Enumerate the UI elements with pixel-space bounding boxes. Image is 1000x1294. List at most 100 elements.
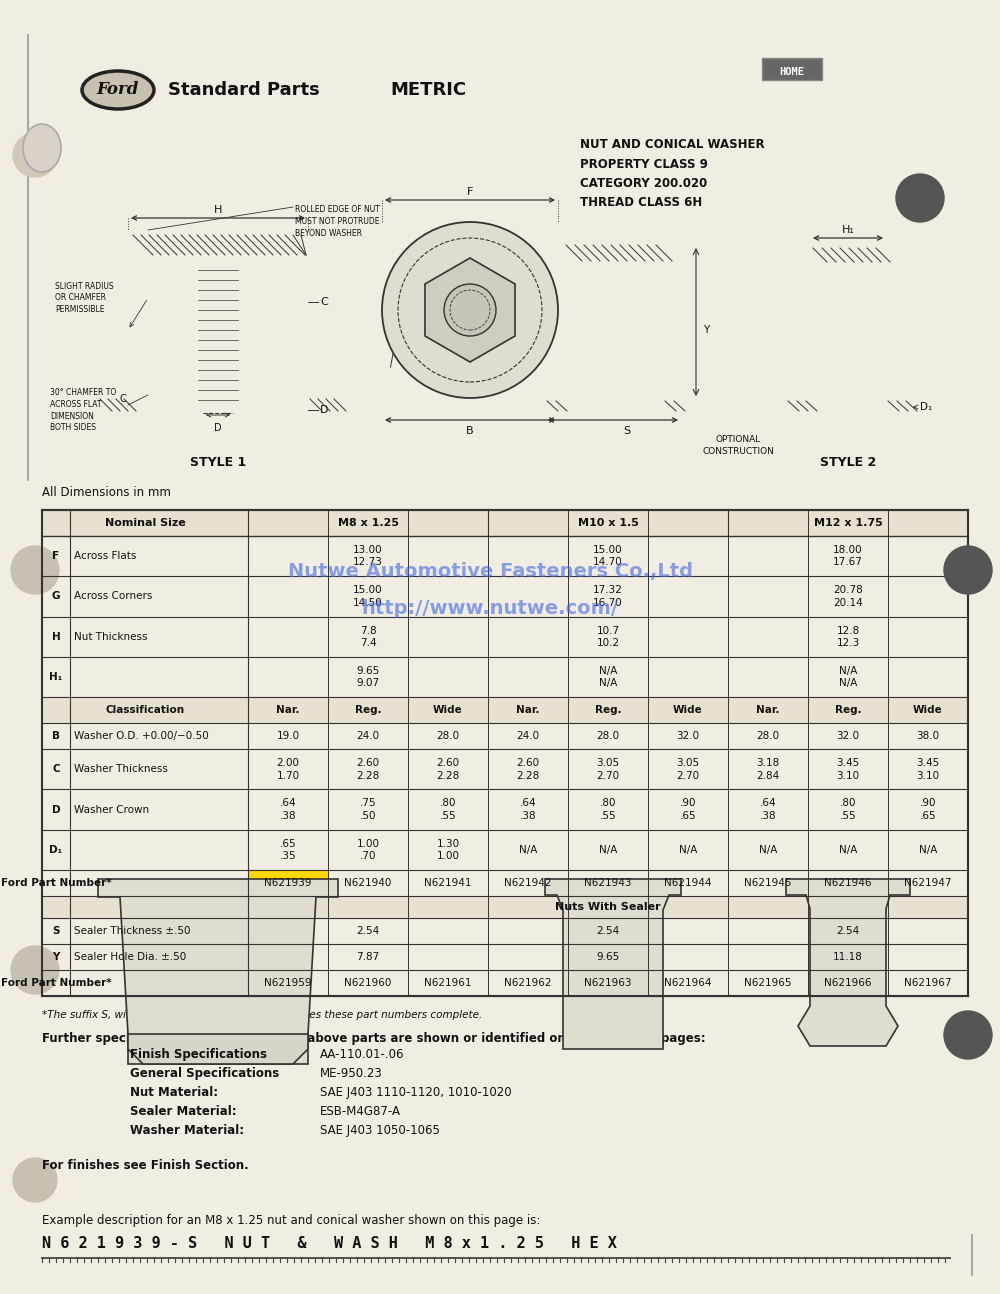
Text: N 6 2 1 9 3 9 - S   N U T   &   W A S H   M 8 x 1 . 2 5   H E X: N 6 2 1 9 3 9 - S N U T & W A S H M 8 x … [42,1236,617,1251]
Text: STYLE 2: STYLE 2 [820,455,876,468]
Ellipse shape [23,124,61,172]
Text: Wide: Wide [433,705,463,716]
Text: D₁: D₁ [49,845,63,855]
Text: Example description for an M8 x 1.25 nut and conical washer shown on this page i: Example description for an M8 x 1.25 nut… [42,1214,540,1227]
Text: Reg.: Reg. [355,705,381,716]
Text: .90
.65: .90 .65 [920,798,936,820]
Text: Across Flats: Across Flats [74,551,136,562]
Text: Sealer Hole Dia. ±.50: Sealer Hole Dia. ±.50 [74,952,186,963]
Text: 17.32
16.70: 17.32 16.70 [593,585,623,608]
Text: NUT AND CONICAL WASHER
PROPERTY CLASS 9
CATEGORY 200.020
THREAD CLASS 6H: NUT AND CONICAL WASHER PROPERTY CLASS 9 … [580,138,765,210]
Text: Wide: Wide [673,705,703,716]
Circle shape [382,223,558,399]
Text: 32.0: 32.0 [676,731,700,741]
Text: HOME: HOME [780,67,804,78]
Text: ESB-M4G87-A: ESB-M4G87-A [320,1105,401,1118]
Polygon shape [545,879,681,1049]
Text: Ford Part Number*: Ford Part Number* [1,978,111,989]
Text: N/A: N/A [839,845,857,855]
Text: N/A: N/A [759,845,777,855]
Circle shape [11,946,59,994]
Text: SAE J403 1110-1120, 1010-1020: SAE J403 1110-1120, 1010-1020 [320,1086,512,1099]
Text: 18.00
17.67: 18.00 17.67 [833,545,863,567]
Text: H₁: H₁ [49,672,63,682]
Text: Nar.: Nar. [756,705,780,716]
Text: 7.8
7.4: 7.8 7.4 [360,625,376,648]
Text: 2.54: 2.54 [356,927,380,936]
Text: 28.0: 28.0 [756,731,780,741]
Text: Y: Y [703,325,709,335]
Text: 15.00
14.70: 15.00 14.70 [593,545,623,567]
Text: N621962: N621962 [504,978,552,989]
Text: 3.05
2.70: 3.05 2.70 [676,758,700,780]
Text: 19.0: 19.0 [276,731,300,741]
Text: N621947: N621947 [904,879,952,888]
Circle shape [944,546,992,594]
Text: AA-110.01-.06: AA-110.01-.06 [320,1048,404,1061]
Text: S: S [52,927,60,936]
Text: B: B [466,426,474,436]
Text: Washer Crown: Washer Crown [74,805,149,815]
Text: Ford: Ford [97,82,139,98]
Text: Sealer Thickness ±.50: Sealer Thickness ±.50 [74,927,190,936]
Text: N/A
N/A: N/A N/A [839,666,857,688]
Text: Reg.: Reg. [595,705,621,716]
Text: C: C [119,393,126,404]
Text: Nut Thickness: Nut Thickness [74,631,148,642]
FancyBboxPatch shape [42,897,968,919]
Text: 2.60
2.28: 2.60 2.28 [516,758,540,780]
Text: General Specifications: General Specifications [130,1066,279,1079]
Text: N/A: N/A [679,845,697,855]
Circle shape [13,133,57,177]
Text: 9.65
9.07: 9.65 9.07 [356,666,380,688]
Text: M12 x 1.75: M12 x 1.75 [814,518,882,528]
Text: Further specifications applicable to the above parts are shown or identified on : Further specifications applicable to the… [42,1033,706,1046]
Text: .80
.55: .80 .55 [840,798,856,820]
Text: Nut Material:: Nut Material: [130,1086,218,1099]
Text: 2.60
2.28: 2.60 2.28 [356,758,380,780]
Text: 15.00
14.50: 15.00 14.50 [353,585,383,608]
Text: Across Corners: Across Corners [74,591,152,602]
Circle shape [11,546,59,594]
Text: N621960: N621960 [344,978,392,989]
Text: 3.05
2.70: 3.05 2.70 [596,758,620,780]
Text: METRIC: METRIC [390,82,466,100]
Text: Nuts With Sealer: Nuts With Sealer [555,902,661,912]
Text: Reg.: Reg. [835,705,861,716]
Circle shape [944,1011,992,1058]
Text: *The suffix S, with or without a finish numeral, makes these part numbers comple: *The suffix S, with or without a finish … [42,1011,482,1020]
Text: N621967: N621967 [904,978,952,989]
Text: Y: Y [52,952,60,963]
Text: 32.0: 32.0 [836,731,860,741]
Text: H: H [214,204,222,215]
Circle shape [13,1158,57,1202]
Text: OPTIONAL
CONSTRUCTION: OPTIONAL CONSTRUCTION [702,435,774,455]
Text: Washer Material:: Washer Material: [130,1123,244,1136]
Text: N621963: N621963 [584,978,632,989]
Text: N621961: N621961 [424,978,472,989]
Text: 12.8
12.3: 12.8 12.3 [836,625,860,648]
Text: 7.87: 7.87 [356,952,380,963]
Text: 2.60
2.28: 2.60 2.28 [436,758,460,780]
Text: D: D [52,805,60,815]
Text: N621964: N621964 [664,978,712,989]
Text: N/A: N/A [599,845,617,855]
Text: Nominal Size: Nominal Size [105,518,185,528]
FancyBboxPatch shape [762,58,822,80]
Text: 2.00
1.70: 2.00 1.70 [276,758,300,780]
Text: D: D [320,405,328,415]
Text: Classification: Classification [105,705,185,716]
Text: N621942: N621942 [504,879,552,888]
Text: N621941: N621941 [424,879,472,888]
Polygon shape [98,879,338,1064]
Text: Nar.: Nar. [516,705,540,716]
Text: N621946: N621946 [824,879,872,888]
Text: 30° CHAMFER TO
ACROSS FLAT
DIMENSION
BOTH SIDES: 30° CHAMFER TO ACROSS FLAT DIMENSION BOT… [50,388,116,432]
Text: F: F [467,188,473,197]
Text: 20.78
20.14: 20.78 20.14 [833,585,863,608]
Text: N621945: N621945 [744,879,792,888]
Text: N621943: N621943 [584,879,632,888]
Text: 11.18: 11.18 [833,952,863,963]
Ellipse shape [82,71,154,109]
Polygon shape [128,1034,308,1064]
